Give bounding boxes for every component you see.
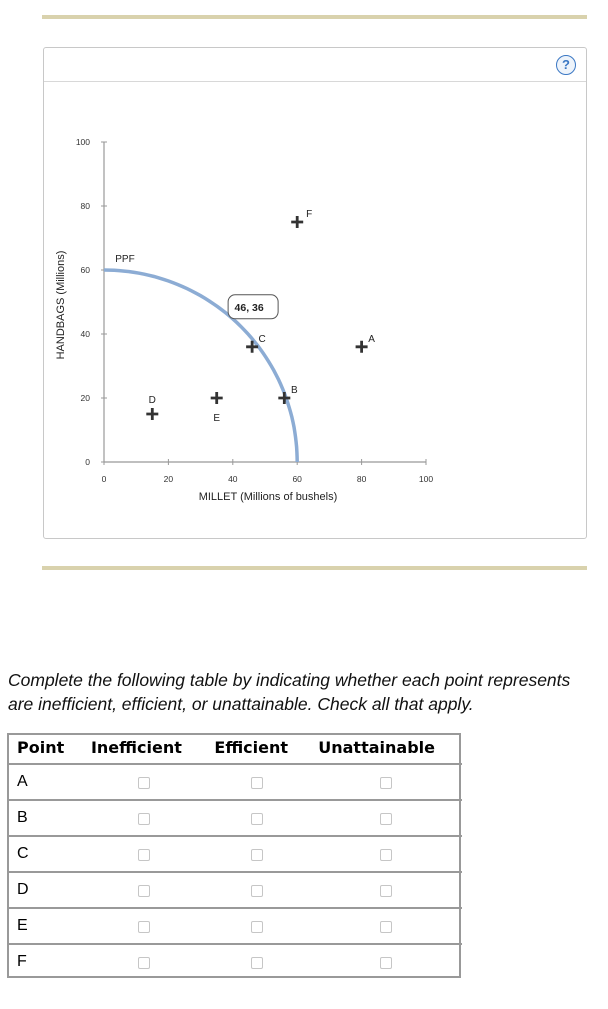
top-divider [42,15,587,19]
checkbox-inefficient-e[interactable] [137,921,150,933]
point-label: C [8,835,82,872]
instructions: Complete the following table by indicati… [8,668,608,716]
point-label-c: C [259,334,266,345]
cell-inefficient [81,835,206,872]
point-label: D [8,871,82,908]
cell-unattainable [309,907,462,944]
tooltip-box [227,294,279,320]
point-marker-e [210,392,223,404]
cell-unattainable [309,763,462,800]
cell-inefficient [81,799,206,836]
table-row: D [8,871,462,908]
y-tick-label: 100 [76,137,90,147]
cell-efficient [205,799,310,836]
point-label: A [8,763,82,800]
table-row: E [8,907,462,944]
table-row: B [8,799,462,836]
point-label-e: E [213,413,220,424]
question-circle-icon[interactable]: ? [556,55,576,75]
point-marker-c [246,340,259,353]
instructions-line-2: are inefficient, efficient, or unattaina… [8,694,474,714]
checkbox-unattainable-a[interactable] [379,777,392,789]
table-row: A [8,763,462,800]
ppf-label: PPF [115,254,134,265]
point-marker-a [355,340,368,353]
checkbox-inefficient-a[interactable] [137,777,150,789]
y-tick-label: 80 [81,201,91,211]
cell-efficient [205,835,310,872]
ppf-curve [103,268,299,463]
x-tick-label: 80 [357,474,367,484]
checkbox-unattainable-c[interactable] [379,849,392,861]
bottom-divider [42,566,587,570]
checkbox-efficient-b[interactable] [251,813,264,825]
point-label-b: B [291,385,298,396]
x-axis-label: MILLET (Millions of bushels) [199,491,338,503]
table-header-row: Point Inefficient Efficient Unattainable [8,733,462,765]
cell-inefficient [81,943,206,979]
header-point: Point [8,733,82,765]
y-tick-label: 20 [81,393,91,403]
header-unattainable: Unattainable [309,733,462,765]
panel-header: ? [44,48,586,82]
ppf-chart: 0 20 40 60 80 100 0 20 40 60 80 100 MILLET (Millions… [55,137,433,503]
checkbox-efficient-c[interactable] [251,849,264,861]
point-label: F [8,943,82,979]
classification-table: Point Inefficient Efficient Unattainable… [8,733,462,979]
checkbox-efficient-d[interactable] [251,885,264,897]
cell-unattainable [309,943,462,979]
cell-inefficient [81,907,206,944]
point-label-d: D [149,395,156,406]
cell-efficient [205,871,310,908]
checkbox-unattainable-d[interactable] [379,885,392,897]
point-marker-b [278,392,291,404]
y-tick-label: 40 [81,329,91,339]
checkbox-unattainable-e[interactable] [379,921,392,933]
cell-inefficient [81,763,206,800]
point-marker-f [291,216,304,228]
table-row: C [8,835,462,872]
y-tick-label: 60 [81,265,91,275]
tooltip-text: 46, 36 [235,302,264,314]
instructions-line-1: Complete the following table by indicati… [8,670,571,690]
point-label: B [8,799,82,836]
cell-efficient [205,763,310,800]
y-axis-label: HANDBAGS (Millions) [55,251,67,360]
checkbox-efficient-f[interactable] [251,957,264,969]
cell-unattainable [309,871,462,908]
cell-unattainable [309,799,462,836]
checkbox-inefficient-d[interactable] [137,885,150,897]
x-tick-label: 20 [164,474,174,484]
checkbox-efficient-a[interactable] [251,777,264,789]
x-tick-label: 40 [228,474,238,484]
checkbox-unattainable-b[interactable] [379,813,392,825]
checkbox-inefficient-f[interactable] [137,957,150,969]
y-tick-label: 0 [85,457,90,467]
header-efficient: Efficient [205,733,310,765]
graph-panel: ? [43,47,587,539]
checkbox-unattainable-f[interactable] [379,957,392,969]
point-label: E [8,907,82,944]
x-tick-label: 0 [102,474,107,484]
cell-inefficient [81,871,206,908]
cell-unattainable [309,835,462,872]
checkbox-efficient-e[interactable] [251,921,264,933]
checkbox-inefficient-b[interactable] [137,813,150,825]
point-label-a: A [368,334,375,345]
cell-efficient [205,943,310,979]
x-tick-label: 100 [419,474,433,484]
checkbox-inefficient-c[interactable] [137,849,150,861]
point-marker-d [146,408,159,420]
header-inefficient: Inefficient [81,733,206,765]
table-row: F [8,943,462,979]
point-label-f: F [306,209,312,220]
cell-efficient [205,907,310,944]
x-tick-label: 60 [292,474,302,484]
